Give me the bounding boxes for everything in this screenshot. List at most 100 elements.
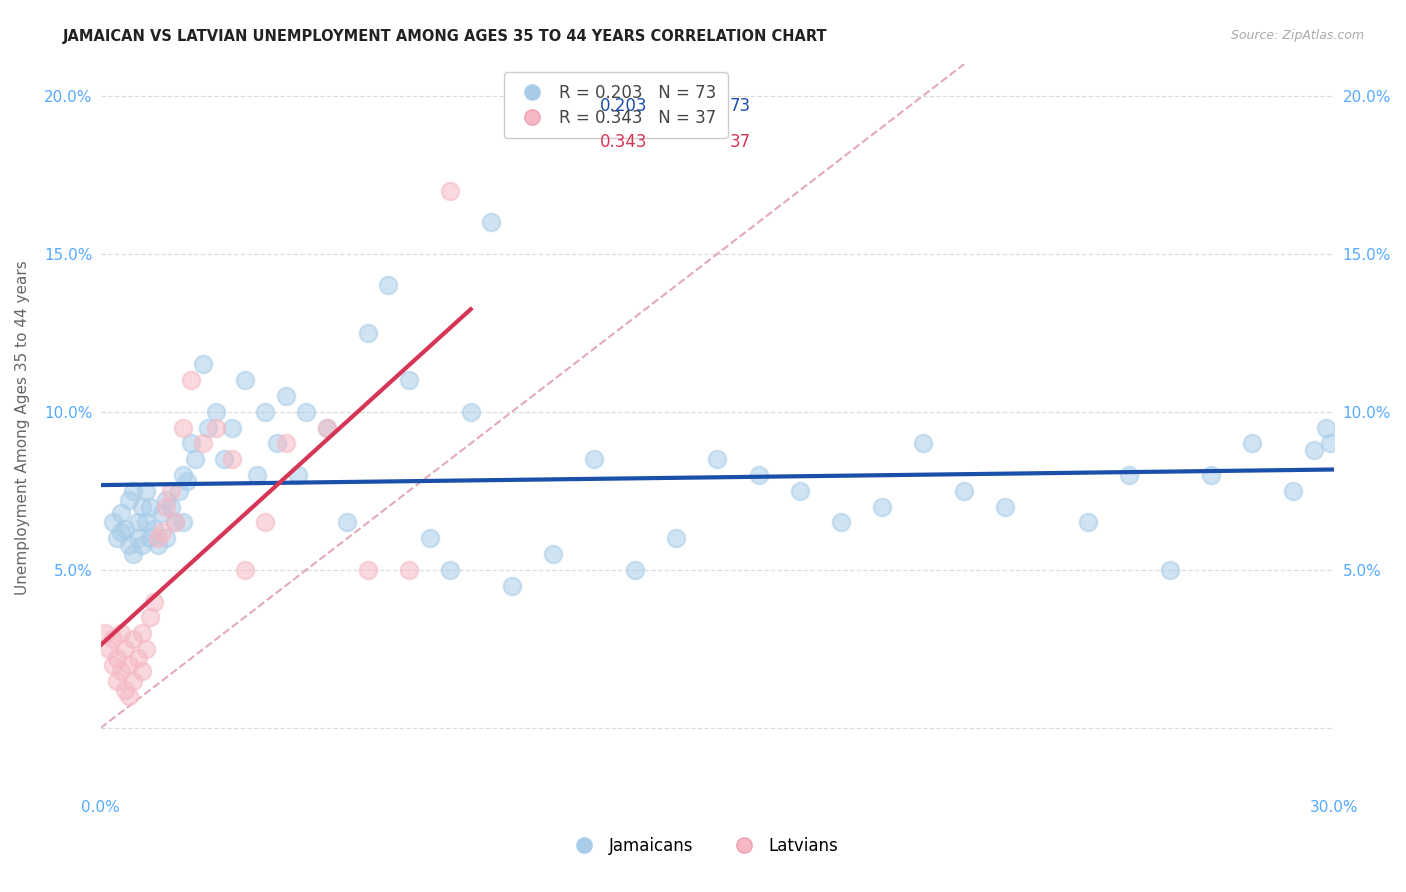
Point: [1282, 483, 1305, 498]
Point: [159, 483, 181, 498]
Point: [150, 524, 173, 539]
Point: [336, 516, 359, 530]
Point: [357, 326, 380, 340]
Point: [204, 405, 226, 419]
Point: [105, 651, 128, 665]
Point: [254, 405, 277, 419]
Point: [110, 626, 132, 640]
Point: [114, 642, 136, 657]
Point: [180, 436, 202, 450]
Point: [127, 516, 149, 530]
Point: [155, 493, 177, 508]
Point: [172, 420, 194, 434]
Point: [233, 373, 256, 387]
Point: [204, 420, 226, 434]
Point: [233, 563, 256, 577]
Point: [122, 632, 145, 647]
Point: [172, 468, 194, 483]
Point: [1315, 420, 1337, 434]
Legend: Jamaicans, Latvians: Jamaicans, Latvians: [561, 830, 845, 862]
Point: [122, 673, 145, 688]
Y-axis label: Unemployment Among Ages 35 to 44 years: Unemployment Among Ages 35 to 44 years: [15, 260, 30, 595]
Point: [193, 358, 215, 372]
Point: [912, 436, 935, 450]
Point: [110, 664, 132, 678]
Point: [624, 563, 647, 577]
Point: [143, 594, 166, 608]
Point: [118, 657, 141, 672]
Point: [221, 452, 243, 467]
Point: [541, 547, 564, 561]
Point: [114, 683, 136, 698]
Point: [274, 389, 297, 403]
Point: [254, 516, 277, 530]
Point: [146, 538, 169, 552]
Point: [105, 531, 128, 545]
Point: [110, 506, 132, 520]
Point: [266, 436, 288, 450]
Point: [118, 538, 141, 552]
Point: [127, 531, 149, 545]
Point: [101, 632, 124, 647]
Point: [114, 522, 136, 536]
Point: [246, 468, 269, 483]
Legend: R = 0.203   N = 73, R = 0.343   N = 37: R = 0.203 N = 73, R = 0.343 N = 37: [503, 72, 728, 138]
Point: [221, 420, 243, 434]
Point: [93, 626, 115, 640]
Point: [118, 493, 141, 508]
Point: [139, 500, 162, 514]
Point: [135, 516, 157, 530]
Point: [315, 420, 337, 434]
Point: [155, 500, 177, 514]
Point: [110, 524, 132, 539]
Point: [143, 522, 166, 536]
Point: [665, 531, 688, 545]
Point: [1199, 468, 1222, 483]
Point: [193, 436, 215, 450]
Point: [97, 642, 120, 657]
Point: [163, 516, 186, 530]
Point: [184, 452, 207, 467]
Text: 73: 73: [730, 96, 751, 114]
Text: 0.203: 0.203: [600, 96, 648, 114]
Point: [1319, 436, 1341, 450]
Point: [870, 500, 893, 514]
Point: [830, 516, 852, 530]
Text: 0.343: 0.343: [600, 133, 648, 151]
Point: [139, 531, 162, 545]
Point: [953, 483, 976, 498]
Point: [398, 563, 420, 577]
Point: [1302, 442, 1324, 457]
Point: [419, 531, 441, 545]
Point: [155, 531, 177, 545]
Point: [131, 538, 153, 552]
Point: [105, 673, 128, 688]
Point: [150, 506, 173, 520]
Point: [295, 405, 318, 419]
Point: [398, 373, 420, 387]
Point: [789, 483, 811, 498]
Point: [131, 664, 153, 678]
Point: [439, 184, 461, 198]
Point: [139, 610, 162, 624]
Point: [1241, 436, 1264, 450]
Point: [460, 405, 482, 419]
Point: [118, 690, 141, 704]
Text: Source: ZipAtlas.com: Source: ZipAtlas.com: [1230, 29, 1364, 42]
Point: [159, 500, 181, 514]
Point: [146, 531, 169, 545]
Point: [127, 651, 149, 665]
Point: [748, 468, 770, 483]
Point: [176, 475, 198, 489]
Point: [287, 468, 309, 483]
Point: [101, 657, 124, 672]
Point: [180, 373, 202, 387]
Point: [172, 516, 194, 530]
Point: [1159, 563, 1181, 577]
Point: [197, 420, 219, 434]
Point: [479, 215, 502, 229]
Point: [122, 483, 145, 498]
Point: [706, 452, 728, 467]
Point: [1077, 516, 1099, 530]
Point: [583, 452, 606, 467]
